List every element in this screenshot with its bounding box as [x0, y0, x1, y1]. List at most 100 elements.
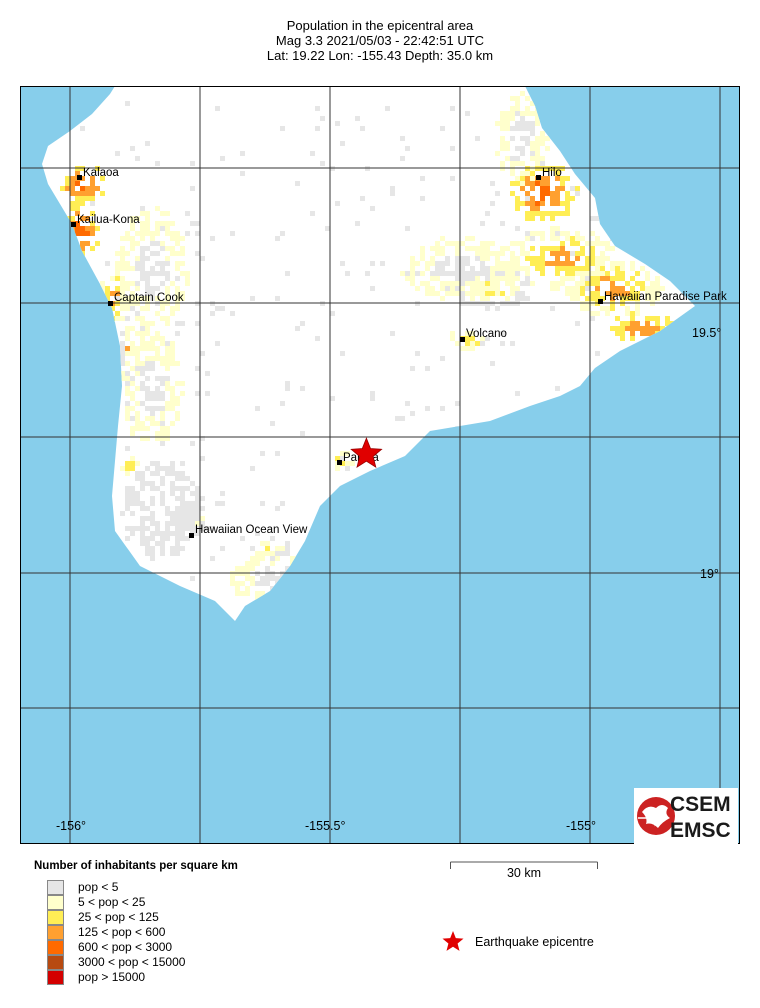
place-marker — [598, 299, 603, 304]
place-marker — [189, 533, 194, 538]
population-cell — [185, 276, 190, 281]
population-cell — [595, 286, 600, 291]
population-cell — [625, 311, 630, 316]
population-cell — [505, 126, 510, 131]
population-cell — [465, 111, 470, 116]
population-cell — [195, 321, 200, 326]
population-cell — [160, 476, 165, 481]
population-cell — [220, 306, 225, 311]
population-cell — [170, 356, 175, 361]
population-cell — [455, 266, 460, 271]
population-cell — [635, 296, 640, 301]
population-cell — [175, 361, 180, 366]
population-cell — [135, 316, 140, 321]
population-cell — [145, 306, 150, 311]
population-cell — [455, 341, 460, 346]
population-cell — [485, 296, 490, 301]
population-cell — [440, 286, 445, 291]
population-cell — [175, 241, 180, 246]
population-cell — [125, 471, 130, 476]
red-star-icon — [442, 931, 464, 951]
population-cell — [170, 471, 175, 476]
population-cell — [165, 431, 170, 436]
legend-swatch — [47, 895, 64, 910]
population-cell — [620, 296, 625, 301]
population-cell — [135, 261, 140, 266]
population-cell — [165, 376, 170, 381]
population-cell — [505, 146, 510, 151]
population-cell — [245, 561, 250, 566]
population-cell — [160, 281, 165, 286]
population-cell — [175, 486, 180, 491]
population-cell — [500, 146, 505, 151]
population-cell — [175, 411, 180, 416]
population-cell — [130, 281, 135, 286]
population-cell — [585, 286, 590, 291]
population-cell — [545, 136, 550, 141]
population-cell — [445, 261, 450, 266]
population-cell — [470, 266, 475, 271]
population-cell — [630, 316, 635, 321]
population-cell — [450, 241, 455, 246]
population-cell — [470, 296, 475, 301]
population-cell — [500, 341, 505, 346]
population-cell — [170, 386, 175, 391]
population-cell — [145, 426, 150, 431]
population-cell — [520, 146, 525, 151]
population-cell — [320, 161, 325, 166]
population-cell — [630, 296, 635, 301]
population-cell — [135, 476, 140, 481]
population-cell — [540, 191, 545, 196]
population-cell — [340, 261, 345, 266]
population-cell — [470, 276, 475, 281]
population-cell — [540, 181, 545, 186]
population-cell — [525, 256, 530, 261]
population-cell — [160, 541, 165, 546]
population-cell — [170, 401, 175, 406]
population-cell — [520, 266, 525, 271]
population-cell — [465, 346, 470, 351]
population-cell — [500, 271, 505, 276]
population-cell — [270, 561, 275, 566]
population-cell — [120, 316, 125, 321]
population-cell — [550, 196, 555, 201]
population-cell — [155, 206, 160, 211]
population-cell — [485, 286, 490, 291]
population-cell — [430, 256, 435, 261]
population-cell — [605, 306, 610, 311]
population-cell — [575, 256, 580, 261]
population-cell — [540, 201, 545, 206]
population-cell — [135, 461, 140, 466]
population-cell — [255, 591, 260, 596]
population-cell — [135, 266, 140, 271]
population-cell — [150, 356, 155, 361]
population-cell — [135, 361, 140, 366]
population-cell — [140, 276, 145, 281]
population-cell — [200, 456, 205, 461]
population-cell — [505, 141, 510, 146]
population-cell — [370, 261, 375, 266]
population-cell — [170, 521, 175, 526]
population-cell — [480, 271, 485, 276]
population-cell — [115, 266, 120, 271]
population-cell — [525, 106, 530, 111]
population-cell — [540, 261, 545, 266]
population-cell — [465, 291, 470, 296]
population-cell — [650, 286, 655, 291]
population-cell — [150, 366, 155, 371]
population-cell — [250, 576, 255, 581]
population-cell — [180, 526, 185, 531]
population-cell — [270, 536, 275, 541]
population-cell — [450, 146, 455, 151]
population-cell — [450, 291, 455, 296]
population-cell — [85, 216, 90, 221]
population-cell — [590, 251, 595, 256]
population-cell — [220, 501, 225, 506]
population-cell — [180, 531, 185, 536]
population-cell — [475, 251, 480, 256]
population-cell — [90, 226, 95, 231]
population-cell — [510, 276, 515, 281]
population-cell — [175, 231, 180, 236]
population-cell — [580, 246, 585, 251]
population-cell — [160, 426, 165, 431]
